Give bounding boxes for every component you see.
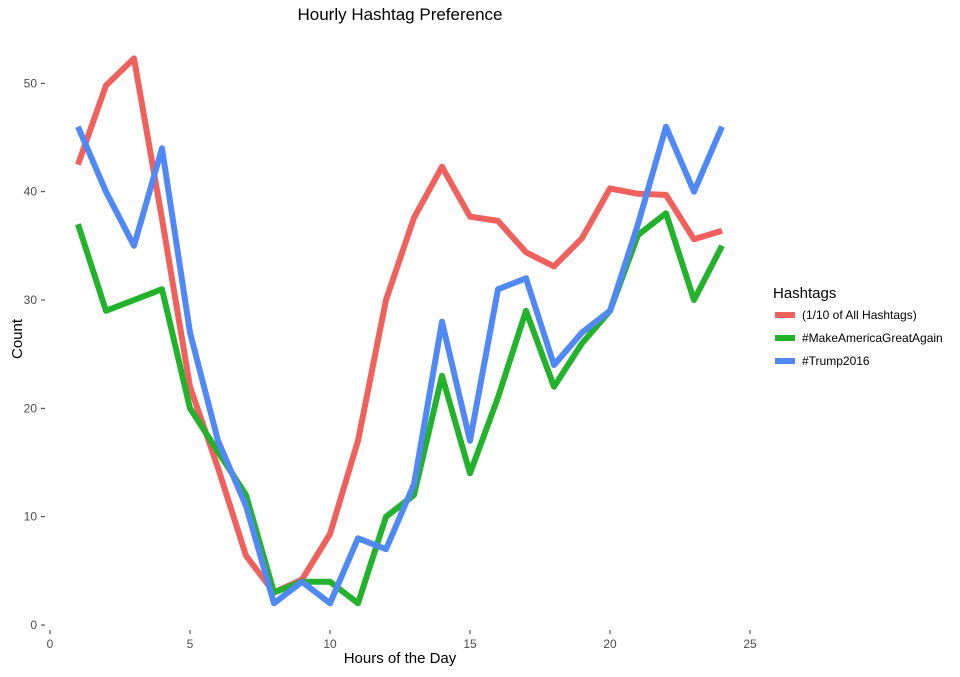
legend-label: #MakeAmericaGreatAgain [802,331,943,345]
chart-title: Hourly Hashtag Preference [297,5,502,24]
legend-label: (1/10 of All Hashtags) [802,308,917,322]
legend: Hashtags (1/10 of All Hashtags) #MakeAmer… [773,285,943,368]
x-tick-label: 0 [47,637,54,651]
y-tick-label: 50 [24,76,38,90]
y-axis-label: Count [9,318,26,359]
x-tick-label: 10 [323,637,337,651]
series-lines [75,55,725,607]
y-tick-label: 30 [24,293,38,307]
x-tick-label: 5 [187,637,194,651]
legend-label: #Trump2016 [802,354,870,368]
x-axis-label: Hours of the Day [344,650,457,667]
x-tick-label: 20 [603,637,617,651]
y-tick-label: 20 [24,401,38,415]
x-tick-label: 15 [463,637,477,651]
y-tick-label: 40 [24,185,38,199]
y-tick-label: 0 [30,618,37,632]
x-tick-label: 25 [743,637,757,651]
series-line [75,123,725,607]
series-line [75,55,723,596]
legend-title: Hashtags [773,285,836,302]
axes: 0 5 10 15 20 25 0 10 20 30 40 50 [24,76,757,651]
y-tick-label: 10 [24,510,38,524]
